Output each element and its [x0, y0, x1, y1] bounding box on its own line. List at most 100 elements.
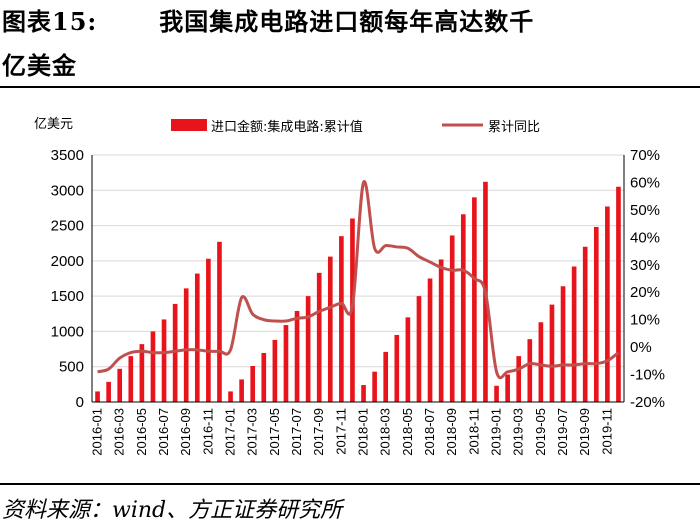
right-tick-label: 50% [630, 202, 660, 219]
yoy-line [97, 180, 620, 380]
x-tick-label: 2016-09 [178, 408, 193, 456]
bar [283, 325, 289, 402]
left-tick-label: 3000 [51, 182, 84, 199]
x-tick-label: 2016-05 [134, 408, 149, 456]
bar [150, 331, 156, 402]
bar [183, 288, 189, 402]
right-tick-label: -10% [630, 367, 665, 384]
bar [571, 266, 577, 402]
bar [361, 385, 366, 402]
left-tick-label: 1000 [51, 323, 84, 340]
bar [405, 317, 411, 402]
bar [194, 273, 200, 402]
bars-layer [95, 181, 621, 402]
bar [294, 310, 300, 402]
bar [305, 296, 311, 402]
x-tick-label: 2016-01 [90, 408, 105, 456]
x-tick-label: 2016-07 [156, 408, 171, 456]
left-tick-label: 2000 [51, 253, 84, 270]
left-tick-label: 500 [59, 359, 84, 376]
title-divider [0, 86, 700, 88]
bar [117, 368, 123, 402]
x-tick-label: 2017-01 [223, 408, 238, 456]
bar [228, 391, 233, 402]
legend-bar-label: 进口金额:集成电路:累计值 [211, 119, 363, 135]
x-tick-label: 2018-03 [378, 408, 393, 456]
source-note: 资料来源：wind、方正证券研究所 [2, 498, 343, 523]
right-tick-label: -20% [630, 394, 665, 411]
right-tick-label: 0% [630, 339, 652, 356]
x-tick-label: 2018-09 [444, 408, 459, 456]
bar [605, 206, 610, 402]
right-tick-label: 60% [630, 174, 660, 191]
legend-layer: 进口金额:集成电路:累计值 累计同比 [171, 119, 540, 135]
bar [128, 356, 134, 402]
right-tick-label: 30% [630, 257, 660, 274]
x-tick-label: 2019-05 [533, 408, 548, 456]
bar [505, 374, 510, 402]
bar [316, 272, 322, 402]
x-tick-label: 2018-11 [466, 408, 481, 455]
x-tick-label: 2018-05 [400, 408, 415, 456]
bar [206, 258, 211, 402]
left-tick-label: 3500 [51, 147, 84, 164]
x-tick-label: 2017-11 [333, 408, 348, 455]
chart-title-line-2: 亿美金 [2, 51, 77, 80]
bar [250, 366, 256, 402]
left-tick-label: 0 [76, 394, 84, 411]
bar [460, 214, 466, 402]
x-tick-label: 2017-03 [245, 408, 260, 456]
right-tick-label: 20% [630, 284, 660, 301]
bar [372, 371, 377, 402]
right-tick-label: 40% [630, 229, 660, 246]
x-tick-label: 2016-03 [112, 408, 127, 456]
left-tick-label: 2500 [51, 218, 84, 235]
line-layer [97, 180, 620, 380]
chart-title-line-1: 图表15: 我国集成电路进口额每年高达数千 [2, 2, 534, 37]
x-tick-label: 2019-03 [511, 408, 526, 456]
x-tick-label: 2019-07 [555, 408, 570, 456]
right-tick-label: 70% [630, 147, 660, 164]
x-tick-label: 2017-07 [289, 408, 304, 456]
x-tick-label: 2019-11 [599, 408, 614, 455]
x-tick-label: 2017-05 [267, 408, 282, 456]
bar [327, 256, 333, 402]
bar [161, 319, 167, 402]
bar [217, 241, 222, 402]
x-tick-label: 2018-07 [422, 408, 437, 456]
x-tick-label: 2016-11 [200, 408, 215, 455]
bar [139, 344, 145, 402]
x-tick-label: 2019-09 [577, 408, 592, 456]
source-divider [0, 483, 700, 485]
bar [516, 356, 522, 402]
bar [582, 246, 588, 402]
axis-layer: 0 500 1000 1500 2000 2500 3000 3500 -20% -10% 0% 10… [34, 117, 665, 456]
bar [106, 381, 111, 402]
bar [272, 339, 278, 402]
bar [449, 235, 455, 402]
bar [549, 304, 555, 402]
x-tick-label: 2018-01 [356, 408, 371, 456]
legend-bar-swatch [171, 119, 207, 131]
figure-label: 图表15: [2, 7, 98, 36]
x-tick-label: 2019-01 [489, 408, 504, 456]
bar [427, 278, 433, 402]
bar [95, 391, 100, 402]
bar [527, 339, 533, 402]
left-axis-unit: 亿美元 [34, 117, 73, 132]
bar [394, 334, 400, 402]
bar [560, 286, 566, 402]
bar [261, 352, 267, 402]
bar [616, 186, 621, 402]
left-tick-label: 1500 [51, 288, 84, 305]
chart-title: 我国集成电路进口额每年高达数千 [159, 7, 535, 36]
bar [438, 259, 444, 402]
bar [239, 379, 244, 402]
bar [472, 197, 477, 402]
legend-line-label: 累计同比 [488, 120, 540, 135]
bar [593, 226, 599, 402]
bar [339, 236, 344, 402]
right-tick-label: 10% [630, 312, 660, 329]
x-tick-label: 2017-09 [311, 408, 326, 456]
